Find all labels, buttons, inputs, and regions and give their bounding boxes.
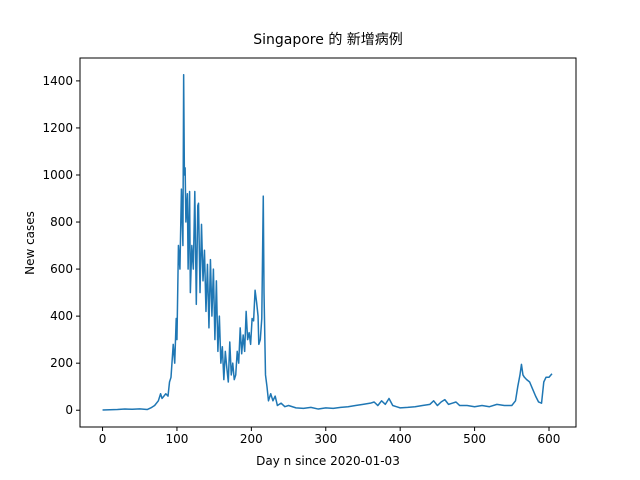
- y-tick-label: 0: [65, 403, 73, 417]
- x-tick-label: 200: [240, 432, 263, 446]
- x-tick-label: 100: [165, 432, 188, 446]
- plot-frame: [79, 57, 577, 428]
- y-tick-label: 1200: [42, 121, 73, 135]
- x-tick-label: 0: [99, 432, 107, 446]
- chart-title: Singapore 的 新增病例: [253, 32, 403, 48]
- y-axis-label: New cases: [23, 211, 37, 275]
- x-tick-label: 600: [538, 432, 561, 446]
- x-tick-label: 300: [314, 432, 337, 446]
- y-tick-label: 1000: [42, 168, 73, 182]
- y-tick-label: 600: [50, 262, 73, 276]
- y-tick-label: 400: [50, 309, 73, 323]
- y-tick-label: 800: [50, 215, 73, 229]
- y-tick-label: 1400: [42, 74, 73, 88]
- data-line: [102, 74, 553, 411]
- x-tick-label: 400: [389, 432, 412, 446]
- y-tick-label: 200: [50, 356, 73, 370]
- x-tick-label: 500: [463, 432, 486, 446]
- x-axis-label: Day n since 2020-01-03: [256, 454, 400, 468]
